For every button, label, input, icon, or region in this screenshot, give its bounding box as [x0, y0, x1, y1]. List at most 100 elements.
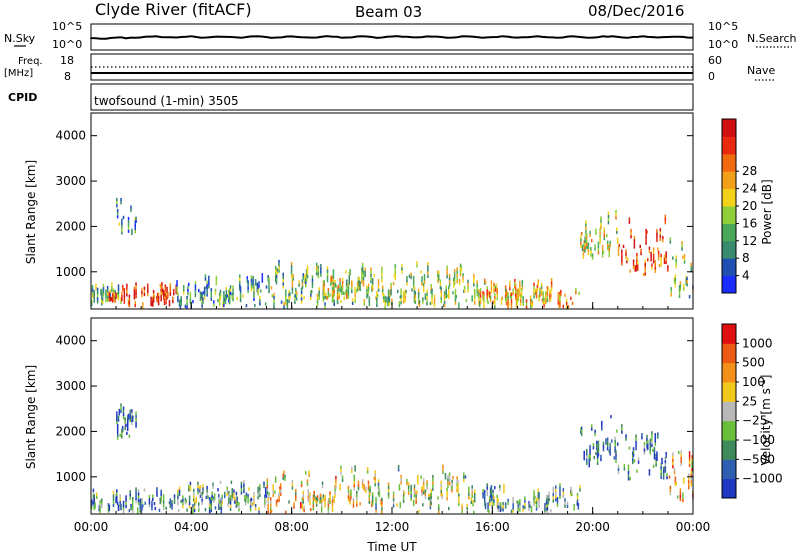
echo-cell: [322, 286, 325, 290]
echo-cell: [105, 295, 107, 300]
echo-cell: [377, 279, 380, 283]
echo-cell: [482, 492, 484, 496]
echo-cell: [123, 291, 126, 295]
echo-cell: [564, 498, 566, 502]
echo-cell: [178, 303, 181, 307]
echo-cell: [202, 487, 204, 491]
echo-cell: [446, 497, 448, 501]
echo-cell: [199, 294, 202, 298]
echo-cell: [429, 493, 432, 497]
echo-cell: [623, 467, 626, 471]
echo-cell: [233, 500, 236, 504]
echo-cell: [220, 507, 223, 511]
echo-cell: [614, 449, 616, 453]
echo-cell: [489, 487, 492, 491]
echo-cell: [431, 301, 433, 305]
echo-cell: [675, 264, 677, 269]
echo-cell: [168, 299, 171, 304]
echo-cell: [600, 225, 602, 230]
echo-cell: [232, 288, 234, 292]
echo-cell: [315, 503, 318, 507]
power-y-axis-label: Slant Range [km]: [24, 160, 38, 264]
nave-tick-top: 60: [708, 54, 722, 67]
echo-cell: [642, 273, 645, 277]
echo-cell: [209, 501, 212, 505]
echo-cell: [686, 279, 688, 284]
echo-cell: [164, 290, 167, 294]
echo-cell: [171, 503, 173, 507]
echo-cell: [628, 217, 631, 221]
echo-cell: [627, 470, 630, 475]
echo-cell: [114, 290, 116, 294]
echo-cell: [278, 269, 280, 273]
echo-cell: [328, 501, 330, 505]
echo-cell: [339, 278, 341, 282]
echo-cell: [341, 288, 343, 293]
echo-cell: [666, 472, 668, 477]
echo-cell: [687, 486, 690, 490]
echo-cell: [327, 500, 330, 505]
echo-cell: [306, 479, 309, 483]
echo-cell: [271, 294, 274, 298]
echo-cell: [141, 498, 143, 502]
colorbar-tick-label: −100: [742, 433, 775, 447]
echo-cell: [528, 504, 530, 508]
echo-cell: [392, 497, 395, 502]
echo-cell: [293, 505, 295, 509]
echo-cell: [248, 487, 250, 491]
echo-cell: [212, 482, 214, 486]
echo-cell: [597, 453, 600, 457]
echo-cell: [108, 294, 111, 299]
nave-tick-bottom: 0: [708, 70, 715, 83]
echo-cell: [228, 296, 230, 300]
echo-cell: [326, 272, 329, 276]
echo-cell: [106, 298, 109, 302]
echo-cell: [652, 253, 655, 257]
x-tick-label: 00:00: [676, 520, 711, 534]
echo-cell: [516, 301, 519, 306]
echo-cell: [381, 500, 383, 505]
echo-cell: [381, 269, 383, 274]
echo-cell: [471, 295, 473, 299]
echo-cell: [117, 284, 120, 288]
echo-cell: [121, 291, 123, 295]
echo-cell: [219, 296, 222, 300]
echo-cell: [333, 286, 335, 290]
colorbar-segment: [722, 188, 736, 207]
echo-cell: [134, 303, 136, 308]
echo-cell: [218, 299, 221, 303]
echo-cell: [423, 280, 426, 284]
echo-cell: [349, 494, 351, 499]
echo-cell: [402, 294, 405, 298]
echo-cell: [451, 479, 453, 483]
echo-cell: [279, 492, 282, 496]
echo-cell: [539, 290, 541, 294]
echo-cell: [217, 488, 219, 492]
echo-cell: [546, 503, 549, 508]
echo-cell: [189, 301, 192, 305]
echo-cell: [307, 498, 310, 502]
echo-cell: [166, 293, 168, 297]
echo-cell: [335, 482, 337, 486]
echo-cell: [564, 293, 566, 297]
echo-cell: [337, 284, 340, 289]
colorbar-tick-label: −500: [742, 452, 775, 466]
echo-cell: [583, 246, 585, 250]
echo-cell: [580, 241, 582, 245]
echo-cell: [336, 286, 339, 291]
echo-cell: [596, 458, 599, 462]
echo-cell: [499, 488, 501, 492]
echo-cell: [381, 285, 384, 289]
echo-cell: [286, 305, 289, 309]
echo-cell: [660, 253, 662, 258]
echo-cell: [585, 236, 588, 240]
echo-cell: [133, 289, 136, 294]
echo-cell: [320, 503, 323, 507]
echo-cell: [394, 267, 397, 271]
echo-cell: [279, 486, 281, 490]
echo-cell: [279, 489, 281, 493]
echo-cell: [440, 287, 442, 291]
echo-cell: [681, 244, 683, 248]
echo-cell: [121, 231, 123, 235]
echo-cell: [654, 269, 657, 273]
